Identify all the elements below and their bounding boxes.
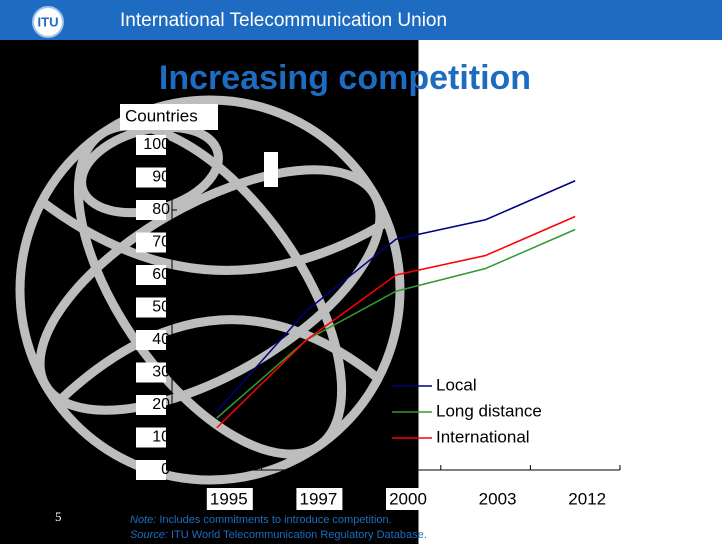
y-tick-label: 90	[152, 169, 170, 186]
source: Source: ITU World Telecommunication Regu…	[130, 529, 427, 541]
y-tick-label-bg	[136, 232, 166, 253]
y-tick-label: 10	[152, 429, 170, 446]
series-line	[216, 180, 576, 412]
y-tick-label-bg	[136, 362, 166, 383]
y-tick-label-bg	[136, 330, 166, 350]
legend-label: Long distance	[436, 401, 542, 420]
y-tick-label-bg	[136, 460, 166, 480]
header-bar	[0, 0, 722, 40]
header-title: International Telecommunication Union	[120, 10, 447, 31]
series-line	[216, 228, 576, 419]
logo: ITU	[38, 14, 59, 29]
y-tick-label: 70	[152, 234, 170, 251]
legend-label: Local	[436, 375, 477, 394]
x-tick-label: 1995	[210, 489, 248, 508]
x-tick-label-bg	[296, 488, 343, 510]
x-tick-label-bg	[386, 488, 432, 510]
y-tick-label: 50	[152, 299, 170, 316]
x-tick-label: 2012	[568, 489, 606, 508]
y-tick-label: 100	[143, 136, 170, 153]
y-tick-label: 30	[152, 364, 170, 381]
note-label: Note:	[130, 514, 156, 526]
x-tick-label-bg	[206, 488, 253, 510]
y-tick-label-bg	[136, 200, 166, 220]
source-text: ITU World Telecommunication Regulatory D…	[171, 529, 427, 541]
x-tick-label: 2003	[479, 489, 517, 508]
y-tick-label: 60	[152, 266, 170, 283]
y-tick-label-bg	[136, 167, 166, 188]
y-tick-label: 20	[152, 396, 170, 413]
y-tick-label-bg	[136, 265, 166, 285]
y-axis-label: Countries	[125, 106, 198, 125]
y-label-bg	[120, 104, 218, 130]
series-line	[216, 215, 576, 429]
y-tick-label-bg	[136, 297, 166, 318]
y-tick-label: 0	[161, 461, 170, 478]
globe	[15, 95, 405, 485]
chart-title: Increasing competition	[159, 59, 531, 97]
slide-number: 5	[55, 509, 62, 524]
source-label: Source:	[130, 529, 168, 541]
y-tick-label-bg	[136, 395, 166, 415]
y-tick-label: 80	[152, 201, 170, 218]
note: Note: Includes commitments to introduce …	[130, 514, 392, 526]
x-tick-label: 2000	[389, 489, 427, 508]
y-tick-label-bg	[136, 427, 166, 448]
decor-block	[264, 152, 278, 187]
logo-circle	[32, 6, 64, 38]
y-tick-label-bg	[136, 135, 166, 155]
x-tick-label: 1997	[299, 489, 337, 508]
y-tick-label: 40	[152, 331, 170, 348]
legend-label: International	[436, 427, 530, 446]
note-text: Includes commitments to introduce compet…	[159, 514, 391, 526]
